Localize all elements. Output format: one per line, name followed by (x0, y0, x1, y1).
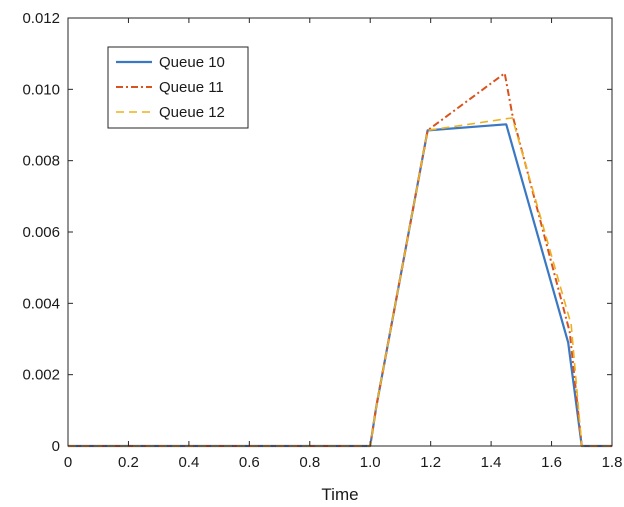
y-tick-label: 0.008 (22, 153, 60, 170)
x-tick-label: 0.2 (118, 454, 139, 471)
y-tick-label: 0.010 (22, 81, 60, 98)
x-tick-label: 1.8 (602, 454, 623, 471)
ticks-layer: 0 0.2 0.4 0.6 0.8 1.0 1.2 1.4 1.6 1.8 0 0.002 0.004 0… (22, 10, 622, 471)
x-tick-label: 0.4 (178, 454, 199, 471)
series-line-3 (68, 117, 612, 447)
legend-label-1: Queue 10 (159, 54, 225, 71)
y-tick-label: 0 (52, 438, 60, 455)
y-tick-label: 0.006 (22, 224, 60, 241)
x-axis-title: Time (321, 485, 358, 504)
y-tick-label: 0.002 (22, 367, 60, 384)
x-tick-label: 0.6 (239, 454, 260, 471)
y-tick-label: 0.012 (22, 10, 60, 27)
x-tick-label: 0 (64, 454, 72, 471)
x-tick-label: 1.4 (481, 454, 502, 471)
legend-label-3: Queue 12 (159, 104, 225, 121)
x-tick-label: 1.6 (541, 454, 562, 471)
x-tick-label: 1.2 (420, 454, 441, 471)
x-tick-label: 0.8 (299, 454, 320, 471)
x-tick-label: 1.0 (360, 454, 381, 471)
y-tick-label: 0.004 (22, 295, 60, 312)
legend: Queue 10 Queue 11 Queue 12 (107, 46, 249, 129)
legend-label-2: Queue 11 (159, 79, 224, 96)
series-layer (68, 72, 612, 448)
